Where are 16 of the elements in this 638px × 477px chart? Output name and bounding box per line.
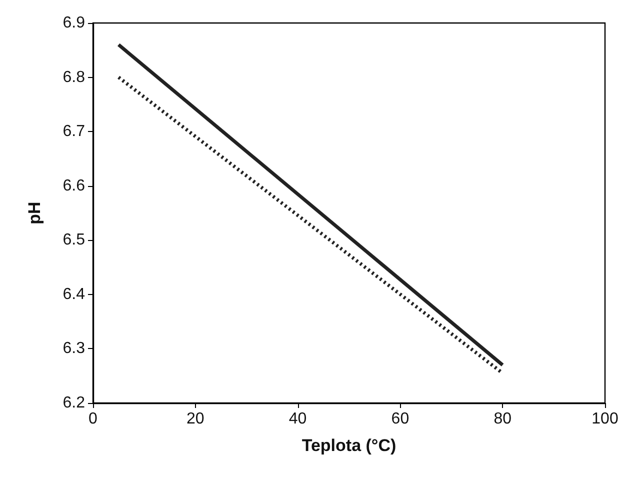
y-tick-label: 6.5 [62,232,86,249]
y-tick-label: 6.7 [62,123,86,140]
x-tick-label: 0 [88,410,98,428]
x-tick-label: 60 [391,410,410,428]
x-tick-label: 40 [288,410,307,428]
y-axis-title: pH [25,202,44,224]
y-tick-label: 6.2 [62,394,86,412]
x-tick-label: 100 [592,410,618,428]
y-tick-label: 6.6 [62,177,86,194]
x-tick-label: 20 [186,410,204,428]
y-tick-label: 6.9 [62,14,86,32]
y-tick-label: 6.3 [62,340,86,358]
x-axis-title: Teplota (°C) [302,436,396,455]
y-tick-label: 6.4 [62,286,86,303]
y-tick-label: 6.8 [62,68,86,86]
x-tick-label: 80 [494,410,512,428]
